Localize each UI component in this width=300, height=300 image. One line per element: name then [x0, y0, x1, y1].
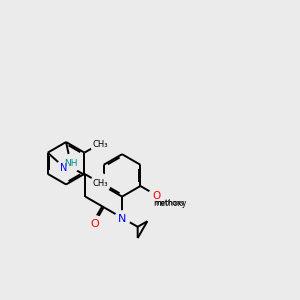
Text: N: N — [118, 214, 126, 224]
Text: O: O — [152, 191, 160, 201]
Text: CH₃: CH₃ — [92, 140, 108, 149]
Text: N: N — [60, 163, 67, 173]
Text: NH: NH — [64, 159, 77, 168]
Text: CH₃: CH₃ — [92, 179, 108, 188]
Text: O: O — [90, 219, 99, 229]
Text: methoxy: methoxy — [154, 200, 185, 206]
Text: methoxy: methoxy — [153, 200, 187, 208]
